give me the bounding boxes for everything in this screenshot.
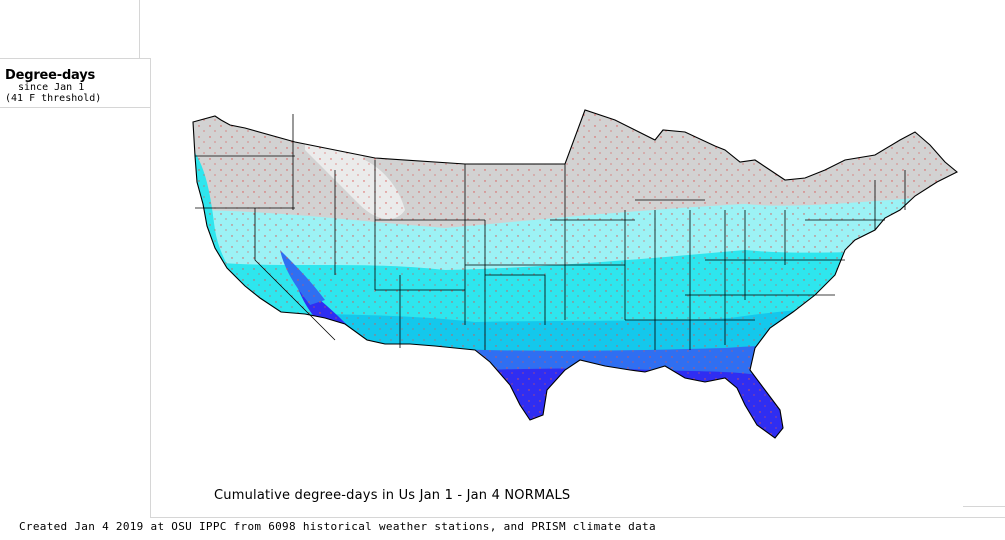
map-caption: Cumulative degree-days in Us Jan 1 - Jan… bbox=[214, 488, 571, 503]
legend-title: Degree-days bbox=[5, 68, 96, 83]
credit-line: Created Jan 4 2019 at OSU IPPC from 6098… bbox=[19, 520, 656, 533]
frame-line-left-vertical bbox=[150, 58, 151, 518]
state-boundaries bbox=[192, 109, 958, 439]
frame-line-legend-underline bbox=[0, 107, 151, 108]
frame-line-top-horizontal bbox=[0, 58, 151, 59]
us-degree-day-map bbox=[192, 109, 958, 439]
frame-line-bottom-horizontal bbox=[150, 517, 1005, 518]
degree-day-fill bbox=[193, 110, 957, 438]
frame-line-top-vertical bbox=[139, 0, 140, 58]
legend-subtitle: since Jan 1 bbox=[18, 82, 85, 93]
frame-line-bottom-right bbox=[963, 506, 1005, 507]
legend-panel: Degree-days since Jan 1 (41 F threshold) bbox=[0, 58, 150, 518]
legend-threshold: (41 F threshold) bbox=[5, 93, 102, 104]
